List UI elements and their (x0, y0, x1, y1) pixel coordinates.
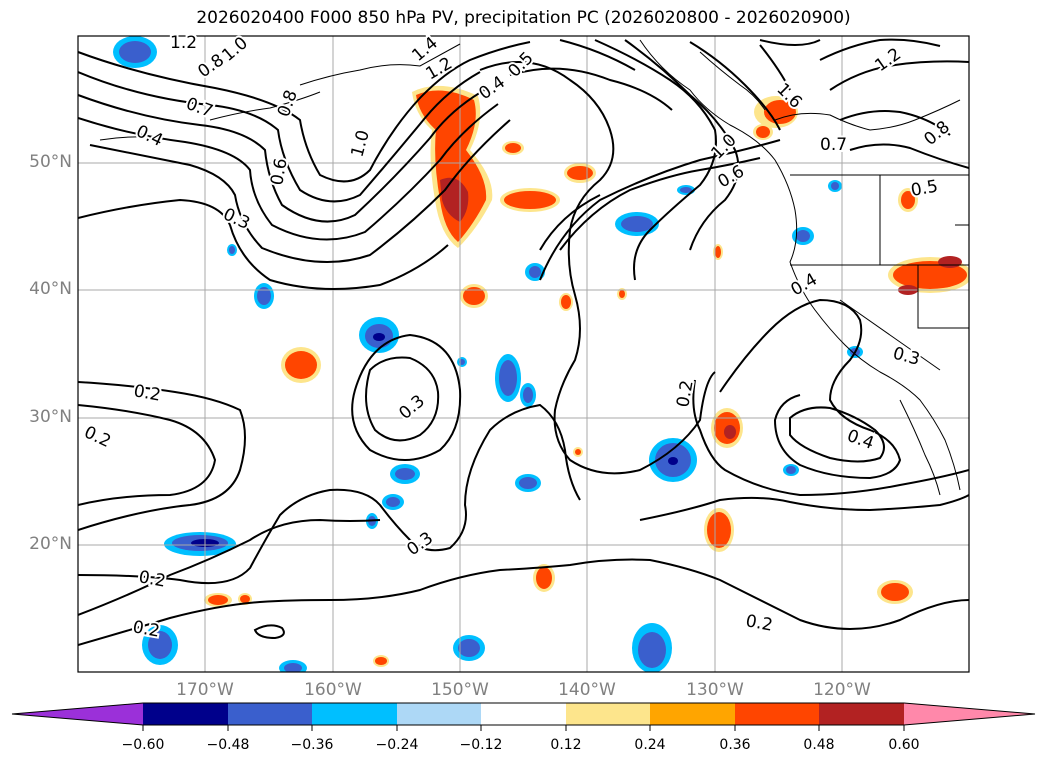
pos-blob (502, 141, 524, 155)
colorbar-tick-label: 0.24 (634, 737, 666, 753)
pos-blob (204, 593, 232, 607)
neg-blob (677, 185, 695, 195)
neg-blob (382, 494, 404, 510)
colorbar-segment (143, 703, 228, 725)
colorbar-extend-low (12, 703, 143, 725)
lon-label: 160°W (304, 680, 362, 700)
neg-blob (495, 354, 521, 402)
pos-blob (460, 284, 488, 308)
neg-blob (359, 317, 399, 353)
neg-blob (525, 263, 545, 281)
colorbar-tick-label: 0.48 (803, 737, 835, 753)
precip-positive-blobs (204, 85, 969, 667)
neg-blob (649, 438, 697, 482)
colorbar-tick-label: −0.12 (459, 737, 503, 753)
colorbar-extend-high (904, 703, 1035, 725)
neg-blob (520, 383, 536, 407)
pos-blob (281, 347, 321, 383)
neg-blob (227, 244, 237, 256)
colorbar-tick-label: −0.36 (290, 737, 334, 753)
lon-label: 170°W (176, 680, 234, 700)
pos-blob (559, 293, 573, 311)
neg-blob (783, 464, 799, 476)
pos-blob (573, 447, 583, 457)
pos-blob (533, 564, 555, 592)
lat-label: 50°N (29, 152, 72, 172)
pos-blob (373, 655, 389, 667)
map-frame (77, 35, 970, 673)
colorbar-segment (735, 703, 819, 725)
pv-contours (78, 38, 969, 646)
pos-blob (704, 508, 734, 552)
neg-blob (828, 180, 842, 192)
lon-label: 140°W (558, 680, 616, 700)
graticule (78, 36, 969, 672)
lon-label: 150°W (431, 680, 489, 700)
neg-blob (113, 36, 157, 68)
colorbar-segment (228, 703, 312, 725)
colorbar-tick-label: −0.24 (375, 737, 419, 753)
pos-blob (617, 288, 627, 300)
colorbar-tick-label: −0.48 (206, 737, 250, 753)
lat-label: 30°N (29, 407, 72, 427)
colorbar-tick-label: 0.36 (719, 737, 751, 753)
lat-label: 40°N (29, 279, 72, 299)
plot-area (78, 36, 969, 672)
contour-label: 1.2 (170, 33, 197, 53)
colorbar-tick-label: 0.60 (888, 737, 920, 753)
colorbar-segment (481, 703, 566, 725)
lon-label: 120°W (813, 680, 871, 700)
neg-blob (615, 212, 659, 236)
colorbar-segment (312, 703, 397, 725)
colorbar-tick-label: 0.12 (550, 737, 582, 753)
neg-blob (390, 464, 420, 484)
neg-blob (632, 623, 672, 672)
colorbar (11, 702, 1036, 731)
coastlines (99, 39, 969, 496)
pos-blob (564, 163, 596, 183)
colorbar-tick-label: −0.60 (121, 737, 165, 753)
map-title: 2026020400 F000 850 hPa PV, precipitatio… (196, 8, 851, 28)
colorbar-segment (819, 703, 904, 725)
contour-label: 0.7 (820, 135, 847, 155)
neg-blob (142, 625, 178, 665)
lat-label: 20°N (29, 534, 72, 554)
neg-blob (457, 357, 467, 367)
neg-blob (254, 283, 274, 309)
neg-blob (279, 660, 307, 672)
colorbar-segment (566, 703, 650, 725)
lon-label: 130°W (686, 680, 744, 700)
neg-blob (453, 635, 485, 661)
pos-blob (500, 188, 560, 212)
pos-blob (877, 580, 913, 604)
contour-label: 0.2 (132, 381, 162, 405)
neg-blob (792, 227, 814, 245)
pos-blob (238, 593, 252, 605)
pos-blob (898, 188, 918, 212)
neg-blob (515, 474, 541, 492)
colorbar-segment (397, 703, 481, 725)
pos-blob (753, 124, 773, 140)
colorbar-segment (650, 703, 735, 725)
pos-blob (711, 408, 743, 448)
